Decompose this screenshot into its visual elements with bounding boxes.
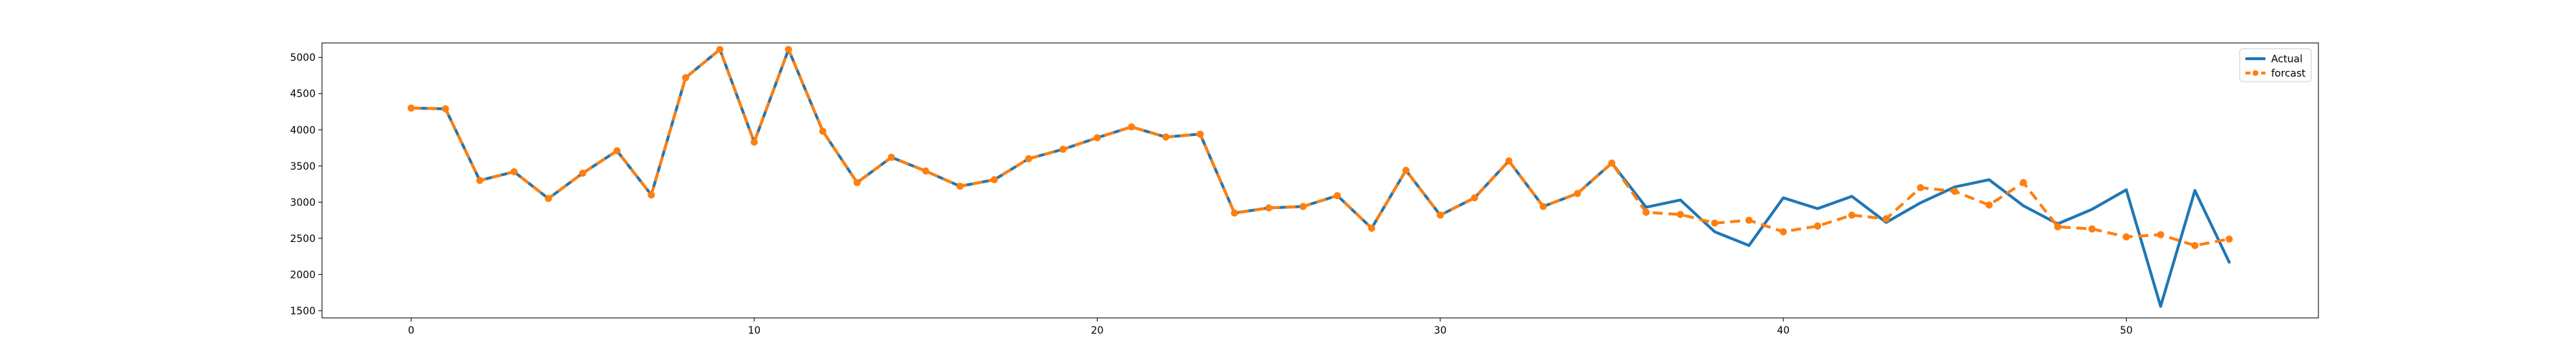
y-tick-label: 4000 xyxy=(290,125,316,136)
data-point xyxy=(990,175,998,183)
plot-area xyxy=(321,42,2319,319)
data-point xyxy=(1162,133,1170,141)
data-point xyxy=(1780,228,1787,236)
data-point xyxy=(2225,235,2233,243)
data-point xyxy=(1333,192,1341,200)
data-point xyxy=(2019,179,2027,187)
x-tick-label: 20 xyxy=(1091,325,1103,337)
x-tick-label: 0 xyxy=(408,325,414,337)
x-tick-label: 50 xyxy=(2120,325,2133,337)
x-axis: 0 10 20 30 40 50 xyxy=(408,318,2132,337)
data-point xyxy=(579,169,587,177)
data-point xyxy=(1299,203,1307,211)
data-point xyxy=(1231,209,1239,217)
data-point xyxy=(1608,159,1616,167)
data-point xyxy=(1402,166,1410,174)
data-point xyxy=(441,105,449,112)
y-tick-label: 1500 xyxy=(290,306,316,317)
legend-marker xyxy=(2253,70,2258,76)
data-point xyxy=(1470,194,1478,202)
y-tick-label: 3500 xyxy=(290,161,316,173)
data-point xyxy=(2122,233,2130,241)
data-point xyxy=(1916,184,1924,192)
data-point xyxy=(1539,203,1547,211)
data-point xyxy=(1985,201,1993,209)
x-tick-label: 40 xyxy=(1777,325,1790,337)
data-point xyxy=(956,183,964,190)
data-point xyxy=(819,127,826,135)
data-point xyxy=(1128,123,1136,131)
data-point xyxy=(1848,211,1856,219)
legend: Actual forcast xyxy=(2239,48,2312,82)
data-point xyxy=(613,147,621,155)
data-point xyxy=(407,104,415,112)
legend-label: forcast xyxy=(2271,68,2306,79)
data-point xyxy=(510,168,518,175)
data-point xyxy=(2191,241,2199,249)
data-point xyxy=(1745,216,1753,224)
data-point xyxy=(682,74,690,82)
data-point xyxy=(1265,204,1273,212)
data-point xyxy=(476,177,484,184)
data-point xyxy=(648,191,655,199)
data-point xyxy=(545,195,552,203)
data-point xyxy=(1505,157,1513,165)
data-point xyxy=(1025,155,1033,163)
data-point xyxy=(751,138,758,146)
y-tick-label: 4500 xyxy=(290,89,316,100)
y-tick-label: 2500 xyxy=(290,233,316,245)
legend-label: Actual xyxy=(2271,54,2303,65)
data-point xyxy=(784,46,792,54)
data-point xyxy=(1196,130,1204,138)
x-tick-label: 10 xyxy=(748,325,761,337)
y-axis: 1500 2000 2500 3000 3500 4000 4500 5000 xyxy=(290,52,322,317)
data-point xyxy=(716,46,724,54)
data-point xyxy=(1059,145,1067,153)
data-point xyxy=(853,179,861,187)
data-point xyxy=(1814,222,1822,230)
data-point xyxy=(1574,190,1581,198)
y-tick-label: 5000 xyxy=(290,52,316,64)
data-point xyxy=(1711,219,1719,227)
y-tick-label: 2000 xyxy=(290,269,316,281)
data-point xyxy=(922,167,930,175)
data-point xyxy=(2157,231,2165,238)
data-point xyxy=(1677,211,1684,218)
data-point xyxy=(1951,188,1958,195)
y-tick-label: 3000 xyxy=(290,197,316,208)
x-tick-label: 30 xyxy=(1434,325,1447,337)
data-point xyxy=(2054,223,2062,231)
data-point xyxy=(1093,134,1101,142)
data-point xyxy=(1367,224,1375,232)
data-point xyxy=(1882,215,1890,223)
data-point xyxy=(1642,208,1650,216)
data-point xyxy=(1436,211,1444,219)
series-line-forcast xyxy=(411,48,2230,247)
data-point xyxy=(887,153,895,161)
series-layer xyxy=(407,46,2233,308)
data-point xyxy=(2088,225,2096,233)
